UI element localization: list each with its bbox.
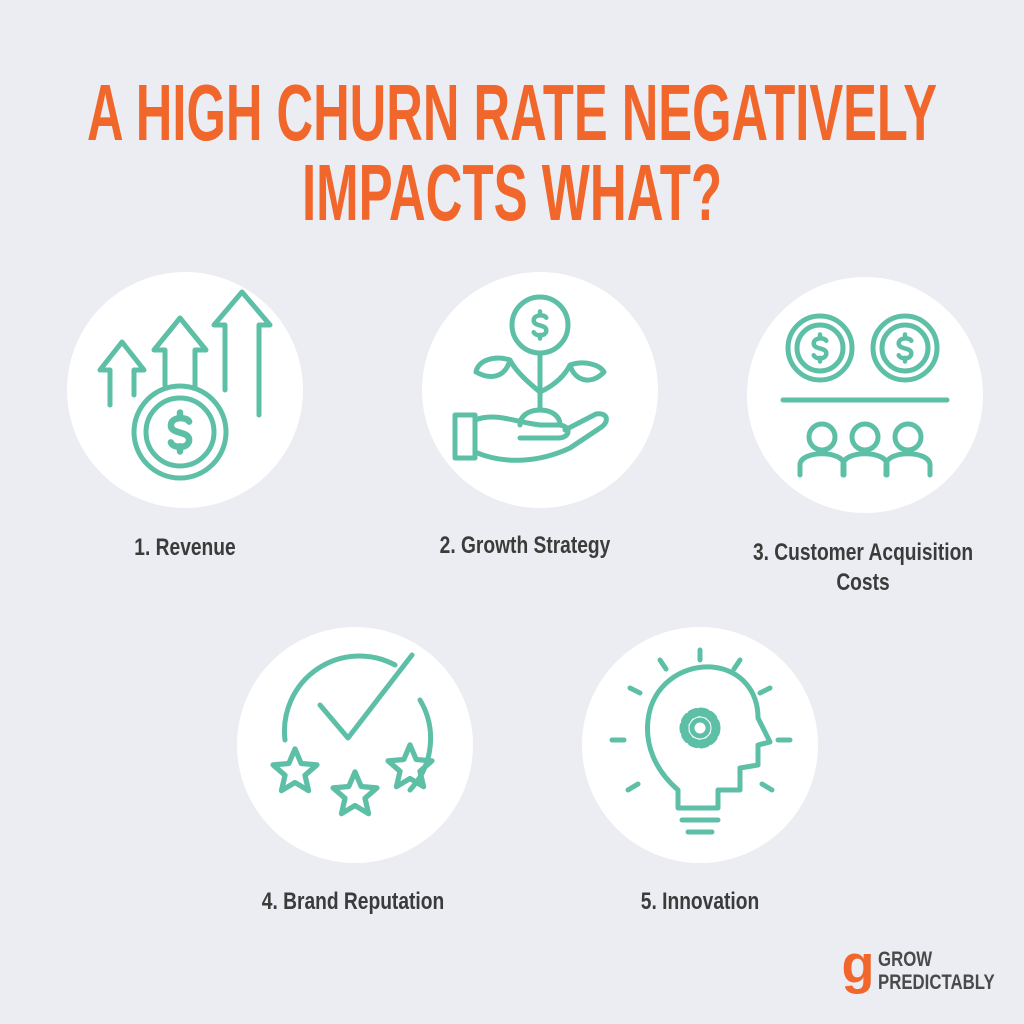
revenue-icon <box>97 289 273 481</box>
item-label: 2. Growth Strategy <box>440 532 611 559</box>
logo-mark: g <box>842 935 875 995</box>
item-label: Costs <box>836 569 889 596</box>
icon-disc <box>747 277 983 513</box>
acquisition-icon <box>780 313 950 478</box>
item-label: 3. Customer Acquisition <box>753 539 973 566</box>
reputation-icon <box>273 652 432 814</box>
logo-text: GROW <box>878 948 932 971</box>
icon-disc <box>237 627 473 863</box>
innovation-icon <box>609 647 793 835</box>
icon-disc <box>67 272 303 508</box>
title-line: IMPACTS WHAT? <box>302 148 722 237</box>
item-label: 4. Brand Reputation <box>262 888 444 915</box>
item-label: 1. Revenue <box>134 534 235 561</box>
item-label: 5. Innovation <box>641 888 759 915</box>
logo-text: PREDICTABLY <box>878 971 995 994</box>
title-line: A HIGH CHURN RATE NEGATIVELY <box>87 68 937 157</box>
growth-icon <box>452 294 609 463</box>
